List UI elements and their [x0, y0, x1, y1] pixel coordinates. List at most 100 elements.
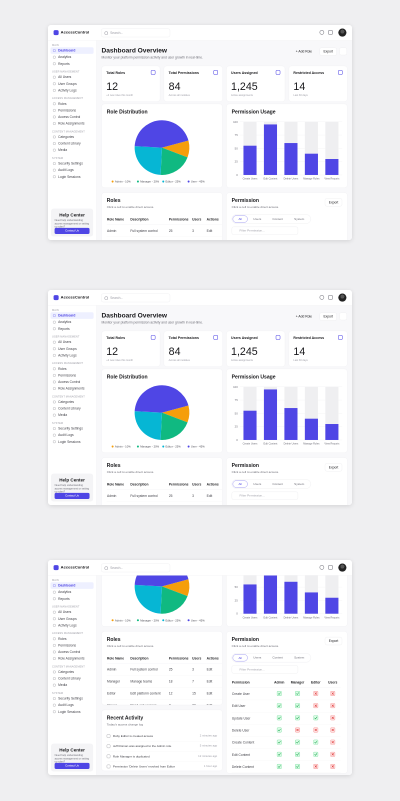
access-granted-icon[interactable] [295, 715, 300, 721]
nav-item[interactable]: Categories [51, 399, 94, 406]
export-button[interactable]: Export [324, 463, 343, 472]
access-granted-icon[interactable] [295, 703, 300, 709]
nav-item[interactable]: Security Settings [51, 695, 94, 702]
nav-item[interactable]: Security Settings [51, 160, 94, 167]
contact-button[interactable]: Contact Us [54, 227, 90, 234]
nav-item[interactable]: Media [51, 147, 94, 154]
nav-item[interactable]: Content Library [51, 675, 94, 682]
user-avatar[interactable] [338, 293, 347, 302]
access-denied-icon[interactable] [330, 715, 336, 721]
nav-item[interactable]: Activity Logs [51, 622, 94, 629]
nav-item[interactable]: Role Assignments [51, 385, 94, 392]
filter-tab[interactable]: Content [272, 217, 284, 221]
contact-button[interactable]: Contact Us [54, 762, 90, 769]
role-row[interactable]: Admin Full system control 25 3 Edit [106, 663, 223, 676]
notification-icon[interactable] [328, 30, 333, 35]
user-avatar[interactable] [338, 28, 347, 37]
settings-icon[interactable] [319, 295, 325, 300]
filter-tab[interactable]: System [294, 482, 305, 486]
search-box[interactable]: Search... [101, 563, 171, 573]
nav-item[interactable]: Activity Logs [51, 87, 94, 94]
nav-item[interactable]: Content Library [51, 140, 94, 147]
access-granted-icon[interactable] [295, 739, 300, 745]
nav-item[interactable]: Dashboard [50, 582, 94, 589]
access-granted-icon[interactable] [276, 703, 282, 709]
nav-item[interactable]: Audit Logs [51, 432, 94, 439]
nav-item[interactable]: User Groups [51, 345, 94, 352]
nav-item[interactable]: Dashboard [50, 47, 94, 54]
nav-item[interactable]: Roles [51, 100, 94, 107]
nav-item[interactable]: Permissions [51, 107, 94, 114]
nav-item[interactable]: All Users [51, 609, 94, 616]
access-denied-icon[interactable] [330, 691, 336, 696]
nav-item[interactable]: Dashboard [50, 312, 94, 319]
access-granted-icon[interactable] [313, 751, 319, 757]
nav-item[interactable]: Login Sessions [51, 438, 94, 445]
access-denied-icon[interactable] [330, 727, 336, 733]
access-granted-icon[interactable] [313, 739, 319, 745]
nav-item[interactable]: Role Assignments [51, 655, 94, 662]
export-button[interactable]: Export [324, 198, 343, 207]
nav-item[interactable]: Audit Logs [51, 702, 94, 709]
notification-icon[interactable] [328, 565, 333, 570]
access-granted-icon[interactable] [276, 691, 282, 696]
nav-item[interactable]: Role Assignments [51, 120, 94, 127]
access-denied-icon[interactable] [313, 691, 319, 696]
access-granted-icon[interactable] [276, 715, 282, 721]
nav-item[interactable]: Categories [51, 134, 94, 141]
nav-item[interactable]: Reports [51, 595, 94, 602]
filter-tab[interactable]: All [232, 215, 248, 223]
role-row[interactable]: Admin Full system control 25 3 Edit [106, 224, 223, 237]
add-role-button[interactable]: + Add Role [295, 314, 312, 319]
nav-item[interactable]: Activity Logs [51, 352, 94, 359]
nav-item[interactable]: Content Library [51, 405, 94, 412]
search-box[interactable]: Search... [101, 28, 171, 38]
nav-item[interactable]: Access Control [51, 379, 94, 386]
nav-item[interactable]: All Users [51, 339, 94, 346]
export-button[interactable]: Export [319, 312, 337, 321]
filter-input[interactable]: Filter Permission... [231, 491, 299, 500]
export-button[interactable]: Export [319, 47, 337, 56]
nav-item[interactable]: User Groups [51, 80, 94, 87]
filter-tab[interactable]: All [232, 480, 248, 488]
settings-icon[interactable] [319, 30, 325, 35]
filter-tab[interactable]: Content [272, 655, 284, 660]
nav-item[interactable]: Analytics [51, 54, 94, 61]
nav-item[interactable]: Media [51, 412, 94, 419]
nav-item[interactable]: Access Control [51, 114, 94, 121]
nav-item[interactable]: Media [51, 682, 94, 689]
access-granted-icon[interactable] [276, 727, 282, 733]
nav-item[interactable]: User Groups [51, 615, 94, 622]
nav-item[interactable]: Login Sessions [51, 173, 94, 180]
role-row[interactable]: Editor Edit platform content 12 15 Edit [106, 687, 223, 700]
access-denied-icon[interactable] [330, 751, 336, 757]
user-avatar[interactable] [338, 563, 347, 572]
filter-tab[interactable]: System [294, 217, 305, 221]
filter-tab[interactable]: All [232, 654, 248, 662]
access-denied-icon[interactable] [330, 739, 336, 745]
filter-tab[interactable]: Content [272, 482, 284, 486]
filter-input[interactable]: Filter Permission... [231, 226, 299, 235]
refresh-button[interactable] [339, 312, 347, 321]
nav-item[interactable]: Analytics [51, 319, 94, 326]
contact-button[interactable]: Contact Us [54, 492, 90, 499]
access-denied-icon[interactable] [313, 703, 319, 709]
filter-tab[interactable]: Users [253, 482, 262, 486]
nav-item[interactable]: Roles [51, 365, 94, 372]
access-denied-icon[interactable] [313, 764, 319, 769]
access-denied-icon[interactable] [330, 764, 336, 769]
filter-tab[interactable]: Users [253, 217, 262, 221]
role-row[interactable]: ViewerRead-only access820Edit [106, 699, 223, 705]
nav-item[interactable]: All Users [51, 74, 94, 81]
nav-item[interactable]: Access Control [51, 649, 94, 656]
nav-item[interactable]: Security Settings [51, 425, 94, 432]
access-granted-icon[interactable] [276, 739, 282, 745]
export-button[interactable]: Export [324, 637, 343, 646]
access-denied-icon[interactable] [295, 727, 300, 733]
nav-item[interactable]: Reports [51, 60, 94, 67]
nav-item[interactable]: Permissions [51, 372, 94, 379]
filter-tab[interactable]: Users [253, 655, 262, 660]
filter-tab[interactable]: System [294, 655, 305, 660]
filter-input[interactable]: Filter Permission... [231, 665, 299, 674]
